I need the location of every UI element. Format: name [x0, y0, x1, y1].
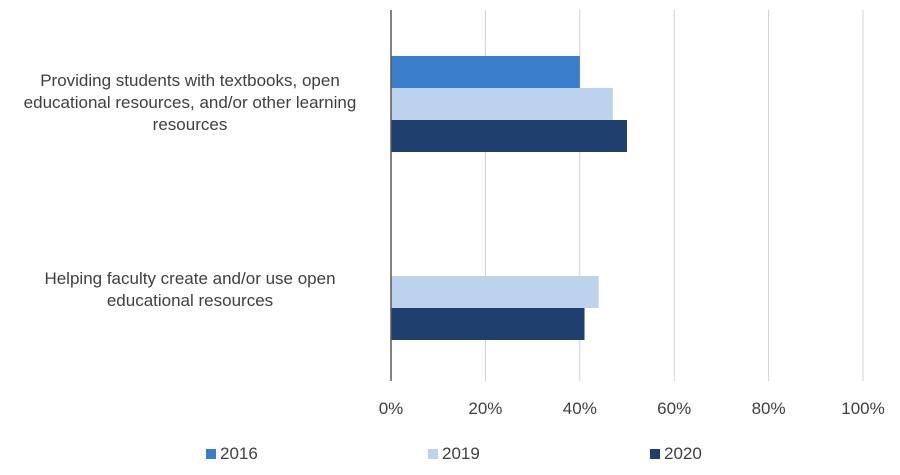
- legend: 2016 2019 2020: [0, 444, 900, 470]
- legend-swatch: [206, 449, 216, 459]
- legend-item-2019: 2019: [428, 444, 480, 464]
- x-axis-ticks: 0% 20% 40% 60% 80% 100%: [379, 399, 885, 418]
- category-label-textbooks: Providing students with textbooks, open …: [5, 70, 375, 136]
- legend-label: 2020: [664, 444, 702, 463]
- category-label-faculty-oer: Helping faculty create and/or use open e…: [5, 268, 375, 312]
- category-label-line: Helping faculty create and/or use open: [44, 269, 336, 288]
- legend-item-2020: 2020: [650, 444, 702, 464]
- legend-item-2016: 2016: [206, 444, 258, 464]
- x-tick-label: 0%: [379, 399, 404, 418]
- legend-label: 2019: [442, 444, 480, 463]
- bar-2020-cat0: [391, 120, 627, 152]
- legend-label: 2016: [220, 444, 258, 463]
- category-label-line: Providing students with textbooks, open: [40, 71, 340, 90]
- legend-swatch: [428, 449, 438, 459]
- bars: [391, 56, 627, 340]
- x-tick-label: 20%: [468, 399, 502, 418]
- x-tick-label: 80%: [752, 399, 786, 418]
- category-label-line: resources: [152, 115, 228, 134]
- bar-2016-cat0: [391, 56, 580, 88]
- category-label-line: educational resources: [106, 291, 274, 310]
- x-tick-label: 60%: [657, 399, 691, 418]
- category-label-line: educational resources, and/or other lear…: [23, 93, 357, 112]
- x-tick-label: 100%: [841, 399, 884, 418]
- x-tick-label: 40%: [563, 399, 597, 418]
- bar-chart: 0% 20% 40% 60% 80% 100%: [379, 10, 885, 418]
- legend-swatch: [650, 449, 660, 459]
- bar-2020-cat1: [391, 308, 585, 340]
- bar-2019-cat0: [391, 88, 613, 120]
- bar-2019-cat1: [391, 276, 599, 308]
